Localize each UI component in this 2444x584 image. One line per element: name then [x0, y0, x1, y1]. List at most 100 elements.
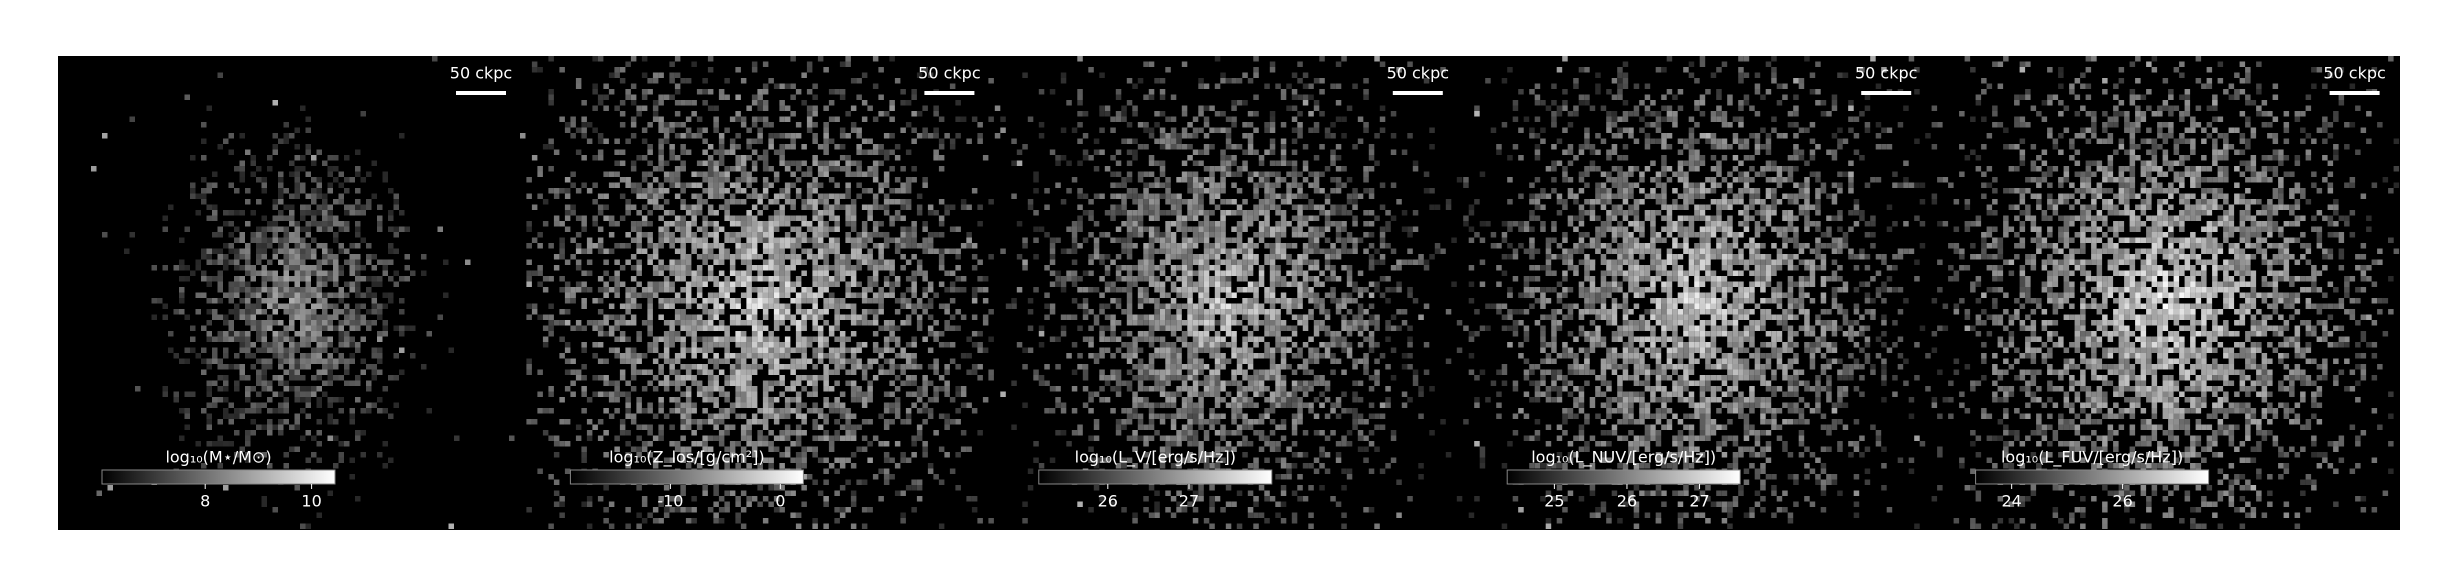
map-pixel	[267, 226, 273, 232]
map-pixel	[768, 287, 774, 293]
map-pixel	[1148, 232, 1155, 238]
map-pixel	[1187, 298, 1193, 304]
map-pixel	[1401, 226, 1408, 232]
map-pixel	[1308, 402, 1314, 408]
map-pixel	[834, 270, 840, 276]
map-pixel	[922, 452, 928, 458]
map-pixel	[718, 518, 725, 524]
map-pixel	[773, 193, 780, 199]
map-pixel	[625, 463, 631, 469]
map-pixel	[971, 243, 978, 249]
map-pixel	[1330, 254, 1336, 260]
map-pixel	[603, 171, 609, 177]
map-pixel	[597, 133, 604, 139]
map-pixel	[311, 215, 317, 221]
map-pixel	[1253, 287, 1259, 293]
map-pixel	[1082, 149, 1089, 155]
map-pixel	[817, 56, 824, 62]
map-pixel	[1165, 232, 1171, 238]
map-pixel	[636, 111, 642, 117]
map-pixel	[1187, 199, 1193, 205]
map-pixel	[773, 303, 780, 309]
map-pixel	[217, 144, 223, 150]
map-pixel	[861, 419, 868, 425]
map-pixel	[955, 254, 961, 260]
map-pixel	[603, 430, 609, 436]
map-pixel	[388, 243, 394, 249]
map-pixel	[652, 116, 659, 122]
map-pixel	[1198, 292, 1204, 298]
map-pixel	[971, 369, 978, 375]
map-pixel	[201, 347, 207, 353]
map-pixel	[894, 402, 901, 408]
map-pixel	[834, 215, 840, 221]
map-pixel	[553, 149, 560, 155]
map-pixel	[834, 226, 840, 232]
map-pixel	[652, 100, 659, 106]
map-pixel	[900, 419, 906, 425]
map-pixel	[724, 397, 730, 403]
map-pixel	[746, 314, 752, 320]
map-pixel	[223, 314, 229, 320]
map-pixel	[311, 177, 317, 183]
map-pixel	[1181, 160, 1188, 166]
map-pixel	[322, 199, 328, 205]
map-pixel	[872, 177, 879, 183]
map-pixel	[1132, 155, 1138, 161]
map-pixel	[900, 226, 906, 232]
map-pixel	[768, 303, 774, 309]
map-pixel	[283, 303, 289, 309]
map-pixel	[735, 254, 741, 260]
map-pixel	[366, 292, 372, 298]
map-pixel	[327, 292, 333, 298]
map-pixel	[922, 221, 928, 227]
map-pixel	[779, 155, 785, 161]
map-pixel	[867, 188, 873, 194]
map-pixel	[245, 342, 251, 348]
map-pixel	[256, 347, 262, 353]
map-pixel	[938, 386, 945, 392]
map-pixel	[751, 446, 758, 452]
map-pixel	[817, 413, 824, 419]
map-pixel	[289, 446, 295, 452]
map-pixel	[938, 248, 945, 254]
map-pixel	[779, 463, 785, 469]
map-pixel	[311, 193, 317, 199]
map-pixel	[553, 215, 560, 221]
map-pixel	[1236, 364, 1243, 370]
map-pixel	[278, 287, 284, 293]
map-pixel	[718, 441, 725, 447]
map-pixel	[261, 298, 267, 304]
map-pixel	[366, 408, 372, 414]
map-pixel	[834, 408, 840, 414]
map-pixel	[839, 424, 846, 430]
map-pixel	[371, 303, 377, 309]
map-pixel	[823, 397, 829, 403]
map-pixel	[1126, 221, 1133, 227]
map-pixel	[1357, 342, 1364, 348]
map-pixel	[261, 287, 267, 293]
map-pixel	[1121, 243, 1127, 249]
map-pixel	[911, 177, 917, 183]
map-pixel	[349, 287, 355, 293]
map-pixel	[1121, 309, 1127, 315]
map-pixel	[371, 309, 377, 315]
map-pixel	[1253, 512, 1259, 518]
map-pixel	[713, 342, 719, 348]
map-pixel	[250, 402, 256, 408]
map-pixel	[658, 353, 664, 359]
map-pixel	[388, 298, 394, 304]
map-pixel	[305, 243, 311, 249]
map-pixel	[206, 358, 212, 364]
map-pixel	[217, 331, 223, 337]
map-pixel	[812, 259, 818, 265]
map-pixel	[784, 116, 791, 122]
map-pixel	[812, 177, 818, 183]
map-pixel	[1132, 138, 1138, 144]
map-pixel	[883, 408, 890, 414]
map-pixel	[1187, 292, 1193, 298]
map-pixel	[1313, 325, 1320, 331]
map-pixel	[1313, 380, 1320, 386]
map-pixel	[327, 226, 333, 232]
map-pixel	[1319, 210, 1325, 216]
